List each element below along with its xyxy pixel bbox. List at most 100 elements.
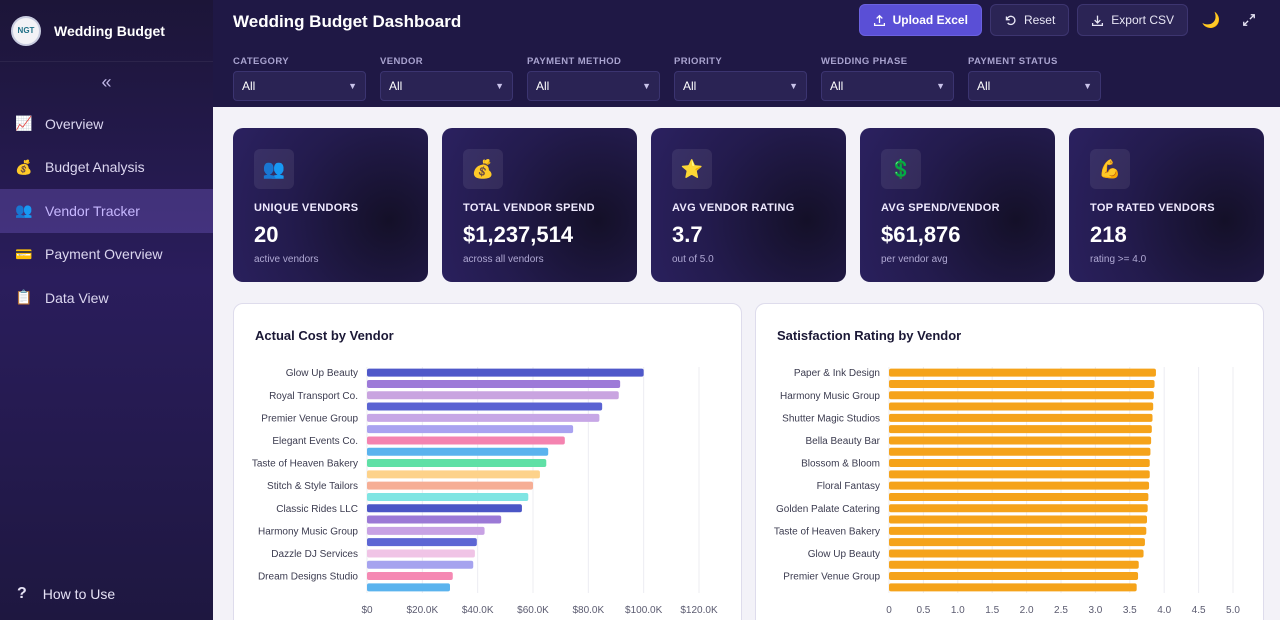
- bar: [367, 492, 529, 501]
- brand: NGT Wedding Budget: [0, 0, 213, 62]
- page-title: Wedding Budget Dashboard: [233, 12, 462, 31]
- download-icon: [1092, 15, 1104, 26]
- actual-cost-chart-title: Actual Cost by Vendor: [255, 328, 394, 343]
- x-tick-label: 4.5: [1192, 605, 1206, 616]
- kpi-card-top-rated-vendors: 💪 TOP RATED VENDORS 218 rating >= 4.0: [1069, 128, 1264, 282]
- y-category-label: Dream Designs Studio: [258, 572, 358, 583]
- kpi-value: 3.7: [672, 222, 703, 247]
- bar: [889, 583, 1137, 592]
- bar: [367, 459, 547, 468]
- bar: [367, 425, 574, 434]
- select-value: All: [830, 79, 844, 93]
- x-tick-label: 3.5: [1123, 605, 1137, 616]
- reset-button[interactable]: Reset: [989, 4, 1070, 36]
- sidebar-item-label: Data View: [45, 289, 109, 306]
- clipboard-icon: 📋: [15, 289, 33, 306]
- expand-icon: [1243, 14, 1255, 26]
- category-select[interactable]: All ▼: [233, 71, 366, 101]
- filter-label: VENDOR: [380, 56, 424, 67]
- x-tick-label: $80.0K: [572, 605, 604, 616]
- bar: [367, 391, 619, 400]
- upload-icon: [873, 14, 885, 26]
- y-category-label: Royal Transport Co.: [269, 391, 358, 402]
- bar: [367, 549, 475, 558]
- priority-select[interactable]: All ▼: [674, 71, 807, 101]
- vendor-select[interactable]: All ▼: [380, 71, 513, 101]
- sidebar-item-overview[interactable]: 📈 Overview: [0, 102, 213, 146]
- fullscreen-button[interactable]: [1234, 4, 1264, 36]
- actual-cost-chart: $0 $20.0K $40.0K $60.0K $80.0K $100.0K $120.0K…: [252, 367, 718, 616]
- question-mark-icon: ?: [17, 585, 27, 602]
- payment-status-select[interactable]: All ▼: [968, 71, 1101, 101]
- bar: [367, 583, 450, 592]
- filter-payment-method: PAYMENT METHOD All ▼: [527, 56, 660, 101]
- bar: [889, 572, 1139, 581]
- satisfaction-chart-title: Satisfaction Rating by Vendor: [777, 328, 962, 343]
- flexed-biceps-icon: 💪: [1090, 149, 1130, 189]
- filter-wedding-phase: WEDDING PHASE All ▼: [821, 56, 954, 101]
- bar: [367, 447, 549, 456]
- people-icon: 👥: [254, 149, 294, 189]
- caret-down-icon: ▼: [1083, 81, 1092, 91]
- bar: [889, 560, 1139, 569]
- caret-down-icon: ▼: [495, 81, 504, 91]
- filter-vendor: VENDOR All ▼: [380, 56, 513, 101]
- x-tick-label: 5.0: [1226, 605, 1240, 616]
- sidebar-item-budget-analysis[interactable]: 💰 Budget Analysis: [0, 146, 213, 190]
- reset-label: Reset: [1023, 13, 1056, 27]
- chart-icon: 📈: [15, 115, 33, 132]
- dollar-icon: 💲: [881, 149, 921, 189]
- people-icon: 👥: [15, 202, 33, 219]
- bar: [367, 402, 603, 411]
- x-tick-label: 0: [886, 605, 892, 616]
- bar: [889, 481, 1150, 490]
- export-csv-button[interactable]: Export CSV: [1077, 4, 1188, 36]
- x-tick-label: $0: [361, 605, 373, 616]
- bar: [367, 526, 485, 535]
- kpi-value: 218: [1090, 222, 1127, 247]
- select-value: All: [242, 79, 256, 93]
- credit-card-icon: 💳: [15, 245, 33, 262]
- star-icon: ⭐: [672, 149, 712, 189]
- bar: [889, 526, 1147, 535]
- top-bar: Wedding Budget Dashboard Upload Excel Re…: [213, 0, 1280, 107]
- dark-mode-toggle[interactable]: 🌙: [1196, 4, 1226, 36]
- filter-label: PRIORITY: [674, 56, 723, 67]
- x-tick-label: 0.5: [916, 605, 930, 616]
- y-category-label: Classic Rides LLC: [276, 504, 358, 515]
- sidebar-item-vendor-tracker[interactable]: 👥 Vendor Tracker: [0, 189, 213, 233]
- kpi-subtitle: out of 5.0: [672, 254, 714, 265]
- kpi-value: $1,237,514: [463, 222, 574, 247]
- bar: [367, 413, 600, 422]
- kpi-label: AVG VENDOR RATING: [672, 202, 795, 214]
- bar: [889, 413, 1153, 422]
- caret-down-icon: ▼: [348, 81, 357, 91]
- kpi-row: 👥 UNIQUE VENDORS 20 active vendors 💰 TOTAL VE…: [233, 128, 1264, 282]
- wedding-phase-select[interactable]: All ▼: [821, 71, 954, 101]
- reset-icon: [1005, 15, 1016, 25]
- money-bag-icon: 💰: [15, 158, 33, 175]
- y-category-label: Blossom & Bloom: [801, 459, 880, 470]
- select-value: All: [683, 79, 697, 93]
- bar: [367, 436, 565, 445]
- sidebar-item-data-view[interactable]: 📋 Data View: [0, 276, 213, 320]
- money-bag-icon: 💰: [463, 149, 503, 189]
- x-tick-label: $60.0K: [517, 605, 549, 616]
- bar: [889, 425, 1152, 434]
- brand-title: Wedding Budget: [54, 22, 165, 39]
- kpi-label: UNIQUE VENDORS: [254, 202, 359, 214]
- caret-down-icon: ▼: [936, 81, 945, 91]
- upload-excel-button[interactable]: Upload Excel: [858, 4, 982, 36]
- filter-bar: CATEGORY All ▼ VENDOR All ▼ PAYMENT METHOD All ▼…: [233, 56, 1101, 101]
- filter-label: WEDDING PHASE: [821, 56, 908, 67]
- how-to-use-button[interactable]: ? How to Use: [0, 580, 213, 608]
- bar: [367, 481, 533, 490]
- sidebar-item-payment-overview[interactable]: 💳 Payment Overview: [0, 233, 213, 277]
- y-category-label: Bella Beauty Bar: [806, 436, 881, 447]
- collapse-sidebar-button[interactable]: «: [0, 62, 213, 102]
- kpi-subtitle: rating >= 4.0: [1090, 254, 1147, 265]
- y-category-label: Harmony Music Group: [258, 526, 358, 537]
- app-logo: NGT: [11, 15, 41, 46]
- bar: [367, 538, 477, 547]
- payment-method-select[interactable]: All ▼: [527, 71, 660, 101]
